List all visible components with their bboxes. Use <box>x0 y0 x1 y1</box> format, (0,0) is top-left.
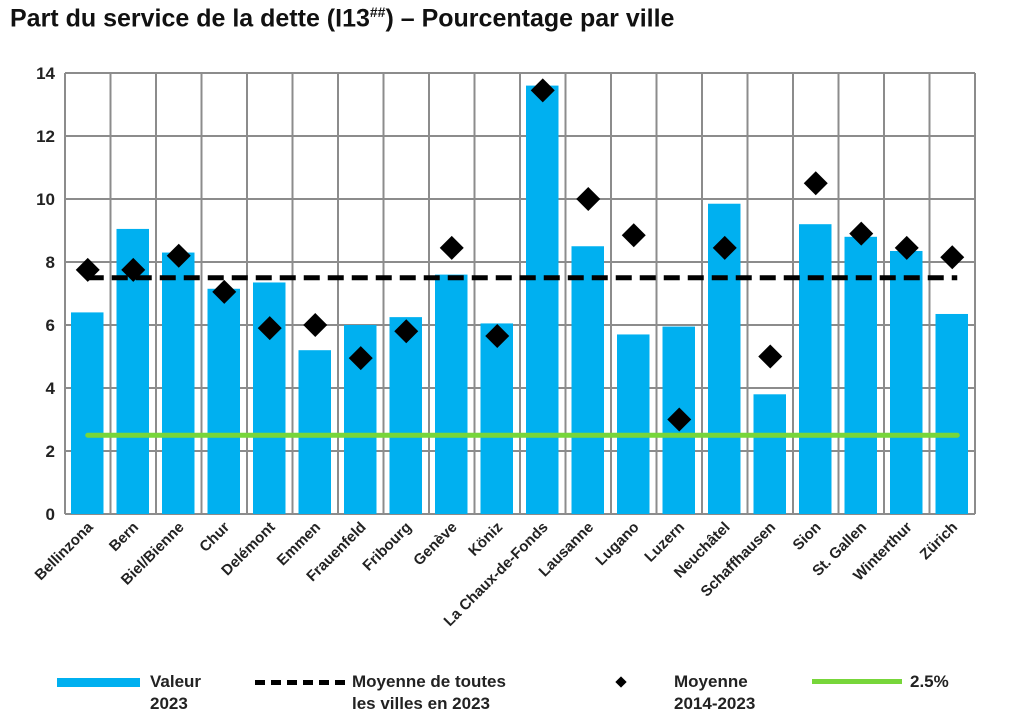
y-tick-label: 14 <box>36 64 55 83</box>
bar-Chur <box>207 288 240 514</box>
bar-Lausanne <box>571 246 604 514</box>
x-tick-label: Zürich <box>917 519 961 563</box>
legend-mean-label: Moyenne 2014-2023 <box>674 672 756 713</box>
y-tick-label: 4 <box>46 379 56 398</box>
chart-title: Part du service de la dette (I13##) – Po… <box>10 4 675 33</box>
bar-Zürich <box>935 313 968 514</box>
mean-marker-Emmen <box>303 313 328 337</box>
bar-La Chaux-de-Fonds <box>526 85 559 514</box>
mean-marker-Bern <box>121 257 146 282</box>
mean-marker-Zürich <box>940 245 965 270</box>
y-tick-label: 12 <box>36 127 55 146</box>
mean-marker-St. Gallen <box>849 221 874 246</box>
mean-marker-Winterthur <box>894 235 919 260</box>
mean-marker-Lausanne <box>576 187 601 211</box>
x-tick-label: Fribourg <box>359 519 415 575</box>
mean-marker-Sion <box>803 171 828 196</box>
mean-marker-Schaffhausen <box>758 344 783 369</box>
legend-avg-label: Moyenne de toutes les villes en 2023 <box>352 672 506 713</box>
bar-Winterthur <box>890 250 923 514</box>
mean-marker-Köniz <box>485 324 510 349</box>
legend-green-swatch <box>812 679 902 684</box>
mean-marker-Neuchâtel <box>712 235 737 260</box>
x-tick-label: Chur <box>196 519 233 556</box>
x-tick-label: Köniz <box>465 519 506 560</box>
bar-Biel/Bienne <box>162 252 195 515</box>
bar-Köniz <box>480 323 513 514</box>
mean-marker-Biel/Bienne <box>166 243 191 268</box>
bar-Fribourg <box>389 317 422 514</box>
mean-marker-La Chaux-de-Fonds <box>530 78 555 103</box>
bar-Emmen <box>298 350 331 514</box>
mean-marker-Genève <box>439 235 464 260</box>
bar-St. Gallen <box>844 236 877 515</box>
mean-marker-Bellinzona <box>75 257 100 282</box>
x-tick-label: Bern <box>106 519 142 555</box>
y-tick-label: 0 <box>46 505 55 524</box>
mean-marker-Delémont <box>257 316 282 341</box>
bar-Sion <box>799 224 832 514</box>
mean-marker-Luzern <box>667 407 692 432</box>
bar-Lugano <box>617 334 650 514</box>
bar-Genève <box>435 274 468 514</box>
legend-green-label: 2.5% <box>910 672 949 691</box>
x-tick-label: Genève <box>410 519 460 569</box>
x-tick-label: Bellinzona <box>32 518 98 584</box>
legend-avg-swatch <box>255 680 345 685</box>
mean-marker-Chur <box>212 279 237 304</box>
x-tick-label: Sion <box>790 519 825 554</box>
legend-bar-label: Valeur 2023 <box>150 672 202 713</box>
y-tick-label: 6 <box>46 316 55 335</box>
legend-mean-swatch <box>615 676 627 688</box>
mean-marker-Frauenfeld <box>348 346 373 371</box>
bar-Schaffhausen <box>753 394 786 514</box>
bar-Bellinzona <box>71 312 104 514</box>
legend-bar-swatch <box>57 678 140 687</box>
y-tick-label: 8 <box>46 253 55 272</box>
x-tick-label: Lugano <box>592 519 642 569</box>
mean-marker-Lugano <box>621 223 646 248</box>
mean-marker-Fribourg <box>394 319 419 344</box>
y-tick-label: 10 <box>36 190 55 209</box>
y-tick-label: 2 <box>46 442 55 461</box>
